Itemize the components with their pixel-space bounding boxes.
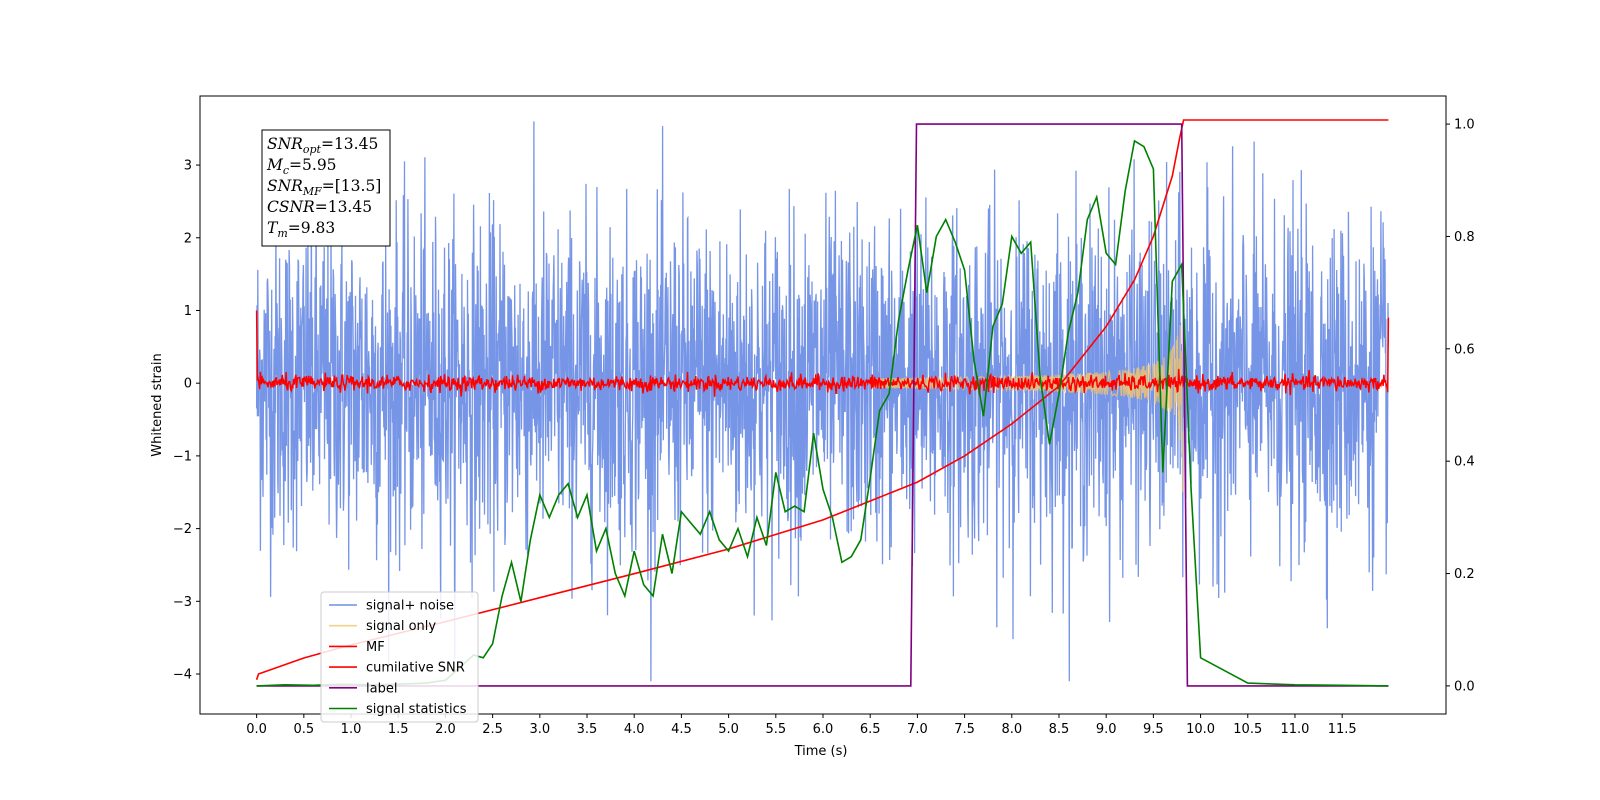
legend-label: label	[366, 681, 397, 696]
info-box-line: SNRopt=13.45	[267, 135, 378, 156]
x-tick-label: 11.0	[1280, 722, 1309, 737]
x-tick-label: 10.5	[1233, 722, 1262, 737]
x-tick-label: 10.0	[1186, 722, 1215, 737]
legend-label: MF	[366, 640, 385, 655]
info-box: SNRopt=13.45Mc=5.95SNRMF=[13.5]CSNR=13.4…	[261, 129, 391, 247]
legend-label: signal+ noise	[366, 599, 454, 614]
y-tick-label: −1	[173, 449, 192, 464]
y2-tick-label: 0.0	[1454, 679, 1475, 694]
x-tick-label: 5.5	[765, 722, 786, 737]
x-tick-label: 9.0	[1096, 722, 1117, 737]
info-box-line: Tm=9.83	[267, 219, 335, 240]
y-tick-label: 0	[184, 377, 192, 392]
legend-label: cumilative SNR	[366, 661, 465, 676]
signal-statistics-line	[256, 139, 1389, 687]
x-tick-label: 6.0	[813, 722, 834, 737]
x-tick-label: 8.5	[1049, 722, 1070, 737]
info-box-line: CSNR=13.45	[267, 198, 372, 216]
legend: signal+ noise signal only MF cumilative SNR…	[320, 591, 479, 723]
x-tick-label: 6.5	[860, 722, 881, 737]
x-tick-label: 7.5	[954, 722, 975, 737]
y-tick-label: 1	[184, 304, 192, 319]
y-axis-left: 3 2 1 0 −1 −2 −3 −4	[173, 159, 200, 683]
x-tick-label: 4.5	[671, 722, 692, 737]
x-axis-label: Time (s)	[794, 744, 848, 759]
x-tick-label: 1.0	[341, 722, 362, 737]
x-tick-label: 2.0	[435, 722, 456, 737]
y-tick-label: −4	[173, 668, 192, 683]
x-tick-label: 1.5	[388, 722, 409, 737]
y2-tick-label: 0.8	[1454, 230, 1475, 245]
x-tick-label: 11.5	[1328, 722, 1357, 737]
x-tick-label: 9.5	[1143, 722, 1164, 737]
info-box-frame	[261, 129, 391, 247]
y2-tick-label: 1.0	[1454, 118, 1475, 133]
x-tick-label: 0.5	[293, 722, 314, 737]
legend-label: signal statistics	[366, 702, 467, 717]
x-tick-label: 3.5	[577, 722, 598, 737]
x-tick-label: 4.0	[624, 722, 645, 737]
x-tick-label: 0.0	[246, 722, 267, 737]
x-tick-label: 8.0	[1001, 722, 1022, 737]
legend-label: signal only	[366, 619, 436, 634]
y-tick-label: −2	[173, 522, 192, 537]
y2-tick-label: 0.4	[1454, 455, 1475, 470]
y2-tick-label: 0.6	[1454, 342, 1475, 357]
x-tick-label: 7.0	[907, 722, 928, 737]
x-tick-label: 5.0	[718, 722, 739, 737]
y-tick-label: −3	[173, 595, 192, 610]
x-tick-label: 3.0	[529, 722, 550, 737]
x-axis: 0.0 0.5 1.0 1.5 2.0 2.5 3.0 3.5 4.0 4.5 5.0 5.5 6.0 6…	[246, 714, 1357, 737]
y-tick-label: 2	[184, 231, 192, 246]
mf-line	[255, 310, 1390, 397]
x-tick-label: 2.5	[482, 722, 503, 737]
info-box-line: Mc=5.95	[266, 156, 337, 177]
info-box-line: SNRMF=[13.5]	[267, 177, 381, 198]
y-axis-label: Whitened strain	[150, 353, 165, 456]
y2-tick-label: 0.2	[1454, 567, 1475, 582]
signal-noise-line	[255, 121, 1390, 682]
y-axis-right: 1.0 0.8 0.6 0.4 0.2 0.0	[1446, 118, 1475, 694]
legend-frame	[320, 591, 479, 723]
y-tick-label: 3	[184, 159, 192, 174]
label-line	[256, 123, 1389, 687]
